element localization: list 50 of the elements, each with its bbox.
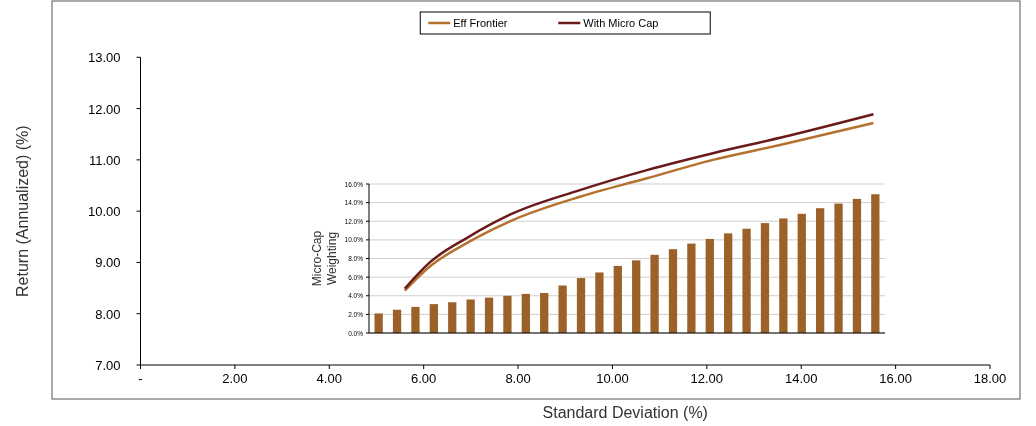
bar [760,223,770,333]
x-tick-label: 2.00 [222,371,248,386]
legend-label: Eff Frontier [453,17,508,29]
bar [816,208,825,333]
x-tick-label: 10.00 [596,371,629,386]
x-tick-label: 4.00 [316,371,342,386]
bar [503,295,512,333]
x-tick-label: 16.00 [879,371,912,386]
y-tick-label: 9.00 [95,255,121,271]
bar [540,292,549,333]
x-tick-label: 18.00 [973,371,1007,386]
bar [576,278,586,333]
bar [392,309,402,333]
y-tick-label: 12.00 [87,101,121,117]
x-tick-label: 6.00 [411,371,437,386]
x-tick-label: 14.00 [784,371,818,386]
bar [466,299,475,333]
y-axis-title: Return (Annualized) (%) [14,125,31,297]
bar [724,233,733,333]
bar [411,306,420,333]
bar [613,265,622,333]
bar [687,243,696,333]
y-tick-label: 7.00 [95,358,121,373]
bar [429,304,438,333]
bar [797,213,806,333]
bar [558,285,567,333]
x-tick-label: 8.00 [505,371,531,386]
bar [668,249,678,333]
y-tick-label: 8.00 [95,306,121,322]
bar [834,203,843,333]
legend-label: With Micro Cap [583,17,659,29]
y-tick-label: 13.00 [87,50,121,66]
y-tick-label: 10.00 [87,204,121,220]
bar [632,260,641,333]
bar [871,194,880,333]
y-axis-title: Micro-Cap Weighting [310,230,339,287]
x-tick-label: - [138,371,143,386]
bar [705,238,714,333]
bar [779,218,788,333]
bar [742,228,751,333]
bar [484,297,494,333]
x-axis-title: Standard Deviation (%) [542,404,708,421]
bar [650,254,659,333]
bar [374,313,383,333]
bar [595,272,604,333]
bar [448,302,457,333]
bar [852,198,862,333]
bar [521,293,530,333]
x-tick-label: 12.00 [690,371,724,386]
y-tick-label: 11.00 [88,152,121,168]
